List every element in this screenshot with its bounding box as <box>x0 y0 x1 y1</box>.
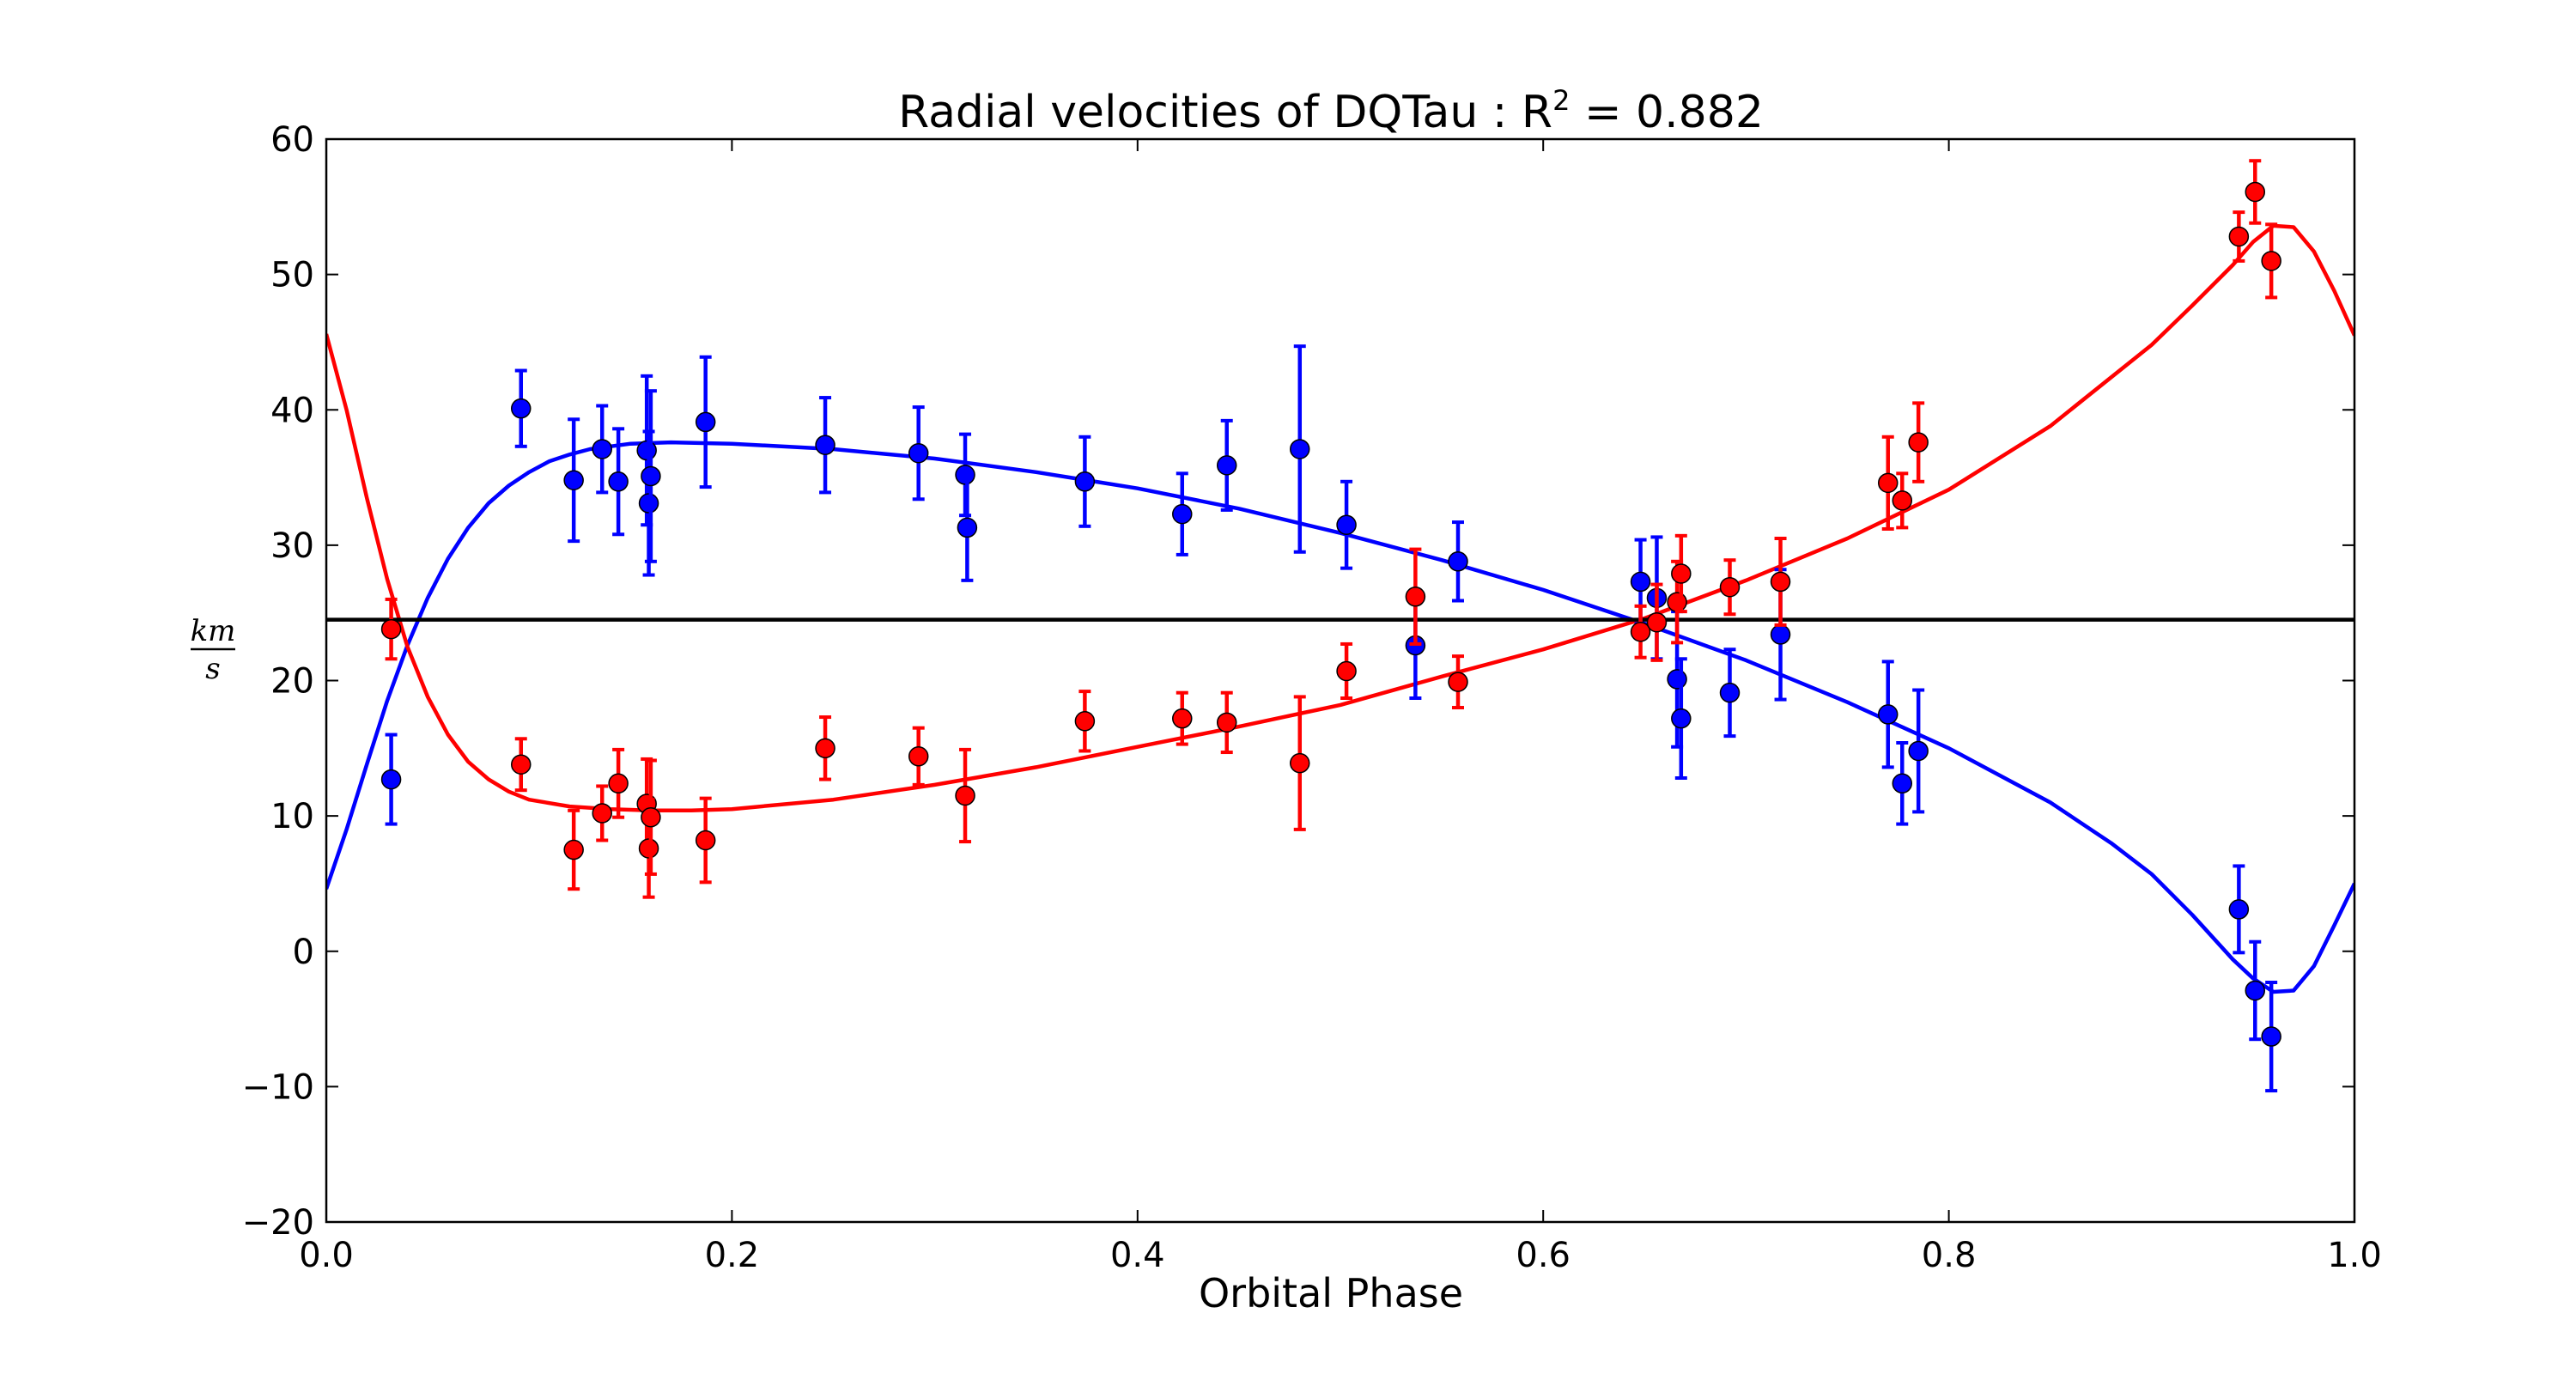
data-point <box>695 830 716 851</box>
data-point <box>1719 682 1741 703</box>
data-point <box>1892 773 1913 794</box>
data-point <box>608 471 629 492</box>
y-tick-label: 60 <box>270 120 314 160</box>
data-point <box>1908 432 1929 453</box>
data-point <box>2245 181 2266 203</box>
data-point <box>1405 587 1426 607</box>
data-point <box>592 803 612 824</box>
y-tick-label: 20 <box>270 662 314 702</box>
data-point <box>608 773 629 794</box>
data-point <box>1074 471 1096 492</box>
x-tick-label: 0.0 <box>299 1236 354 1275</box>
fit-curve-1 <box>326 440 2354 994</box>
fit-curves <box>326 223 2354 994</box>
y-tick-label: 0 <box>293 933 314 972</box>
fit-curve-2 <box>326 223 2354 813</box>
x-tick-label: 0.4 <box>1110 1236 1165 1275</box>
x-tick-label: 1.0 <box>2327 1236 2382 1275</box>
data-point <box>511 754 532 775</box>
data-point <box>563 470 584 490</box>
data-point <box>1877 704 1899 725</box>
x-axis-label: Orbital Phase <box>1199 1270 1463 1316</box>
data-point <box>1074 711 1096 732</box>
data-point <box>511 398 532 419</box>
data-point <box>1172 708 1193 729</box>
data-point <box>592 439 612 459</box>
data-point <box>1172 503 1193 525</box>
y-tick-label: −10 <box>242 1067 314 1107</box>
data-point <box>1719 576 1741 598</box>
data-point <box>1448 672 1468 692</box>
data-point <box>641 806 661 828</box>
chart-title-superscript: 2 <box>1552 84 1570 117</box>
data-point <box>1646 611 1668 633</box>
chart-title-text: Radial velocities of DQTau : R <box>898 87 1552 138</box>
data-point <box>1667 669 1687 690</box>
data-point <box>2261 251 2281 271</box>
y-axis-label-denominator: s <box>205 652 220 686</box>
data-point <box>1671 563 1692 584</box>
data-point <box>1290 752 1310 774</box>
data-point <box>1630 571 1651 593</box>
data-point <box>1877 472 1899 494</box>
data-point <box>2261 1026 2281 1047</box>
y-tick-label: −20 <box>242 1203 314 1243</box>
data-point <box>1630 622 1651 642</box>
y-tick-label: 50 <box>270 256 314 295</box>
data-point <box>638 838 659 859</box>
data-point <box>1448 551 1468 572</box>
x-tick-label: 0.8 <box>1922 1236 1977 1275</box>
data-point <box>1770 571 1791 593</box>
data-point <box>1908 740 1929 762</box>
data-point <box>815 738 835 759</box>
data-point <box>1336 514 1357 535</box>
data-point <box>1216 455 1237 476</box>
data-point <box>563 839 584 860</box>
data-point <box>638 493 659 514</box>
data-point <box>641 465 661 487</box>
series-1 <box>380 344 2281 1093</box>
data-point <box>636 440 657 461</box>
y-axis-label-numerator: km <box>191 614 236 648</box>
chart-title-value: = 0.882 <box>1570 87 1764 138</box>
data-point <box>957 517 978 538</box>
data-point <box>1290 439 1310 459</box>
x-tick-label: 0.2 <box>705 1236 760 1275</box>
data-point <box>1667 592 1687 612</box>
data-point <box>1216 712 1237 733</box>
y-tick-label: 10 <box>270 797 314 836</box>
chart-title: Radial velocities of DQTau : R2 = 0.882 <box>898 84 1764 138</box>
series-2 <box>380 159 2281 899</box>
data-point <box>2228 899 2250 920</box>
data-point <box>815 435 835 455</box>
data-point <box>1336 660 1357 682</box>
data-point <box>1892 490 1913 511</box>
data-point <box>1671 708 1692 729</box>
plot-area <box>326 159 2354 1093</box>
y-tick-label: 30 <box>270 526 314 566</box>
data-point <box>695 411 716 433</box>
data-point <box>955 785 975 806</box>
data-point <box>380 769 402 790</box>
y-axis-label: km s <box>191 614 236 686</box>
data-point <box>2228 226 2250 247</box>
data-point <box>908 442 929 464</box>
data-point <box>2245 980 2266 1001</box>
y-tick-label: 40 <box>270 391 314 430</box>
data-point <box>908 746 929 767</box>
x-tick-label: 0.6 <box>1516 1236 1571 1275</box>
data-point <box>380 618 402 640</box>
axes: 0.0 0.2 0.4 0.6 0.8 1.0 −20 −10 0 10 20 30 40 50 60 <box>242 120 2382 1275</box>
data-point <box>1770 624 1791 645</box>
